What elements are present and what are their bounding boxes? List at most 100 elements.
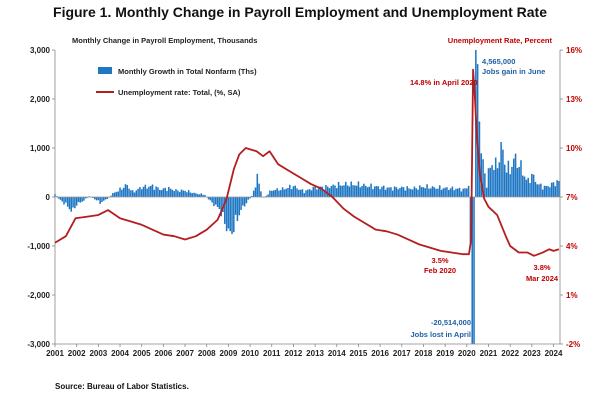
bar: [359, 187, 362, 197]
bar: [95, 197, 98, 201]
bar: [68, 197, 71, 210]
bar: [442, 188, 445, 197]
left-tick-label: -2,000: [27, 291, 50, 300]
bar: [350, 181, 352, 197]
bar: [447, 190, 450, 197]
right-tick-label: -2%: [566, 340, 580, 349]
bar: [397, 189, 399, 197]
bar: [457, 188, 459, 197]
legend: Monthly Growth in Total Nonfarm (Ths) Un…: [96, 67, 257, 97]
bar: [59, 197, 62, 200]
bar: [131, 190, 134, 197]
bar: [299, 189, 302, 197]
bar: [258, 183, 260, 197]
bar: [531, 173, 533, 197]
bar: [270, 190, 273, 197]
bar: [417, 189, 419, 197]
bar: [209, 197, 212, 201]
bar: [534, 181, 537, 197]
bar: [180, 189, 183, 197]
bar: [110, 195, 112, 197]
bar: [204, 195, 206, 197]
bar: [424, 188, 427, 197]
bar: [505, 172, 508, 197]
bar: [352, 185, 354, 197]
bar: [113, 192, 116, 197]
bar: [485, 187, 488, 197]
bar: [195, 193, 197, 197]
bar: [130, 190, 132, 197]
bar: [301, 189, 304, 197]
bar: [341, 185, 343, 197]
bar: [462, 188, 464, 197]
bar: [438, 185, 441, 197]
bar: [112, 193, 114, 197]
bar: [198, 194, 201, 197]
bar: [408, 188, 410, 197]
bar: [471, 197, 473, 344]
bar: [552, 182, 555, 197]
bar: [464, 188, 466, 197]
bar: [437, 188, 439, 197]
bar: [509, 174, 511, 197]
bar: [249, 197, 251, 199]
bar: [368, 186, 371, 197]
bar: [316, 189, 318, 197]
legend-line-label: Unemployment rate: Total, (%, SA): [118, 88, 241, 97]
bar: [326, 186, 329, 197]
right-tick-label: 7%: [566, 193, 578, 202]
bar: [527, 177, 529, 197]
bar: [122, 187, 125, 197]
bar: [65, 197, 67, 203]
bar: [234, 197, 237, 215]
bar: [216, 197, 219, 207]
x-tick-label: 2019: [436, 349, 454, 358]
bar: [469, 197, 472, 243]
bar: [171, 189, 174, 197]
bar: [317, 186, 320, 197]
bar: [236, 197, 239, 221]
bar: [267, 194, 269, 197]
right-tick-label: 10%: [566, 144, 582, 153]
bar: [184, 190, 186, 197]
x-tick-label: 2013: [306, 349, 324, 358]
x-tick-label: 2021: [480, 349, 498, 358]
x-tick-label: 2009: [219, 349, 237, 358]
annotation-latest-rate-label: Mar 2024: [526, 274, 559, 283]
bar: [498, 162, 501, 197]
bar: [538, 184, 540, 197]
bar: [388, 187, 390, 197]
bar: [540, 183, 542, 197]
bar: [529, 182, 531, 197]
bar: [487, 168, 490, 197]
bar: [66, 197, 69, 207]
bar: [121, 189, 123, 197]
bar: [254, 187, 257, 197]
x-tick-label: 2012: [285, 349, 303, 358]
right-axis-label: Unemployment Rate, Percent: [448, 36, 553, 45]
bar: [314, 185, 316, 197]
x-tick-label: 2001: [46, 349, 64, 358]
bar: [173, 191, 175, 197]
bar: [532, 174, 535, 197]
bar: [189, 192, 192, 197]
bar: [410, 189, 412, 197]
bar: [81, 197, 83, 202]
bar: [482, 159, 484, 197]
bar: [321, 186, 324, 197]
bar: [70, 197, 73, 212]
x-tick-label: 2002: [68, 349, 86, 358]
bar: [269, 190, 271, 197]
bar: [429, 188, 432, 197]
bar: [83, 197, 85, 201]
bar: [330, 186, 333, 197]
bar: [507, 160, 510, 197]
bar: [522, 175, 524, 197]
bar: [252, 190, 255, 197]
bar: [84, 197, 87, 199]
bar: [415, 188, 417, 197]
bar: [382, 185, 385, 197]
annotations: 14.8% in April 2020 4,565,000 Jobs gain …: [410, 57, 559, 339]
bar: [245, 197, 248, 204]
bar: [545, 185, 548, 197]
